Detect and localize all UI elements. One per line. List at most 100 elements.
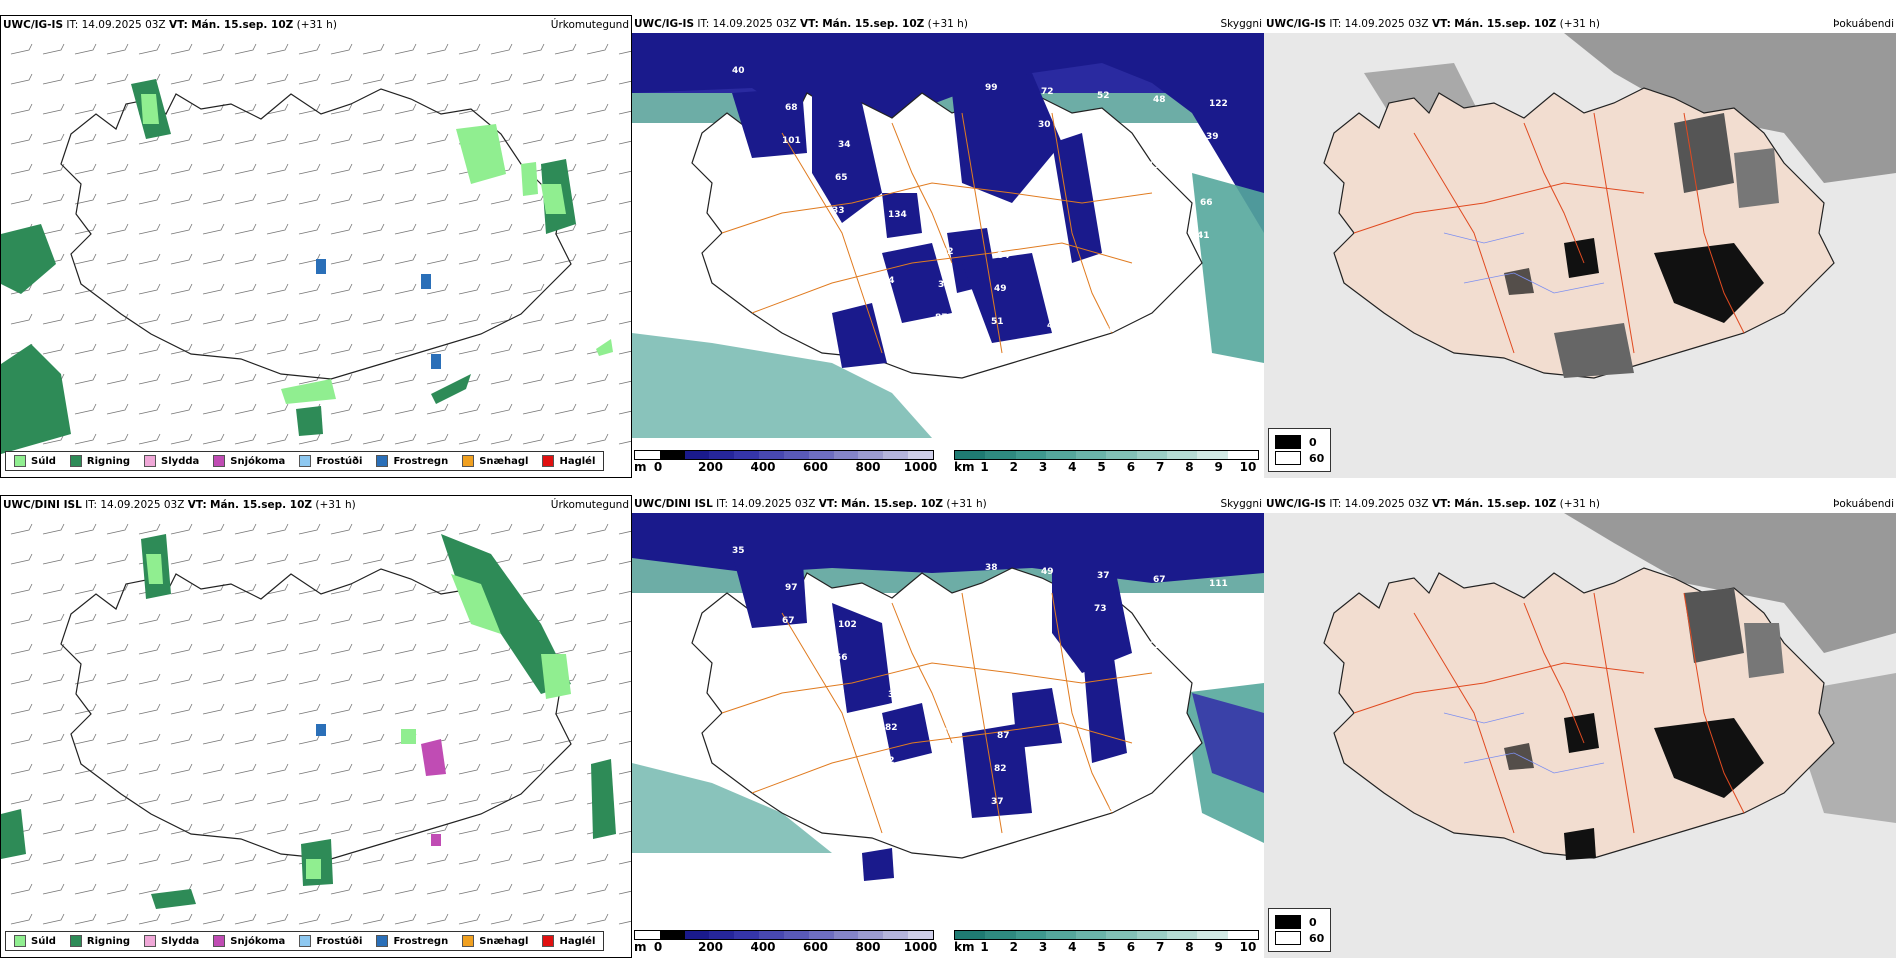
wind-barb (362, 583, 385, 595)
wind-barb (42, 733, 65, 745)
wind-barb (362, 313, 385, 325)
wind-barb (394, 853, 417, 865)
wind-barb (586, 523, 609, 535)
wind-barb (10, 763, 33, 775)
wind-barb (298, 703, 321, 715)
legend-item: Snjókoma (213, 455, 285, 467)
wind-barb (426, 823, 449, 835)
wind-barb (234, 283, 257, 295)
wind-barb (42, 913, 65, 925)
cloud-map[interactable]: 40 68 34 42 54 84 80 80 55 122 101 65 134 92 49 42 42 48 3… (632, 33, 1264, 438)
cloud-base-label: 82 (885, 723, 898, 733)
wind-barb (394, 703, 417, 715)
wind-barb (202, 343, 225, 355)
wind-barb (458, 763, 481, 775)
cloud-base-label: 33 (832, 206, 845, 216)
legend-item: Slydda (144, 935, 199, 947)
colorbar-bin (985, 451, 1016, 459)
wind-barb (522, 133, 545, 145)
legend-swatch (542, 935, 555, 947)
wind-barb (490, 913, 513, 925)
wind-barb (426, 73, 449, 85)
wind-barb (170, 73, 193, 85)
cloud-base-label: 67 (782, 616, 795, 626)
cloud-base-label: 54 (882, 276, 895, 286)
wind-barb (458, 73, 481, 85)
wind-barb (490, 403, 513, 415)
precip-map[interactable] (1, 514, 632, 958)
cloud-base-label: 82 (994, 764, 1007, 774)
wind-barb (394, 163, 417, 175)
wind-barb (10, 883, 33, 895)
wind-barb (554, 73, 577, 85)
cloud-map[interactable]: 3597102721048764391221116756338682455067… (632, 513, 1264, 918)
wind-barb (586, 403, 609, 415)
wind-barb (298, 433, 321, 445)
wind-barb (522, 433, 545, 445)
wind-barb (202, 523, 225, 535)
cloud-base-label: 87 (935, 313, 948, 323)
wind-barb (490, 223, 513, 235)
wind-barb (618, 440, 631, 445)
wind-barb (458, 193, 481, 205)
cloud-base-label: 54 (944, 214, 957, 224)
legend-swatch (542, 455, 555, 467)
wind-barb (74, 883, 97, 895)
wind-barb (458, 643, 481, 655)
wind-barb (490, 313, 513, 325)
wind-barb (490, 763, 513, 775)
wind-barb (106, 193, 129, 205)
fog-legend-swatch (1275, 451, 1301, 465)
wind-barb (394, 283, 417, 295)
wind-barb (266, 823, 289, 835)
wind-barb (362, 373, 385, 385)
wind-barb (586, 913, 609, 925)
colorbar-bin (659, 451, 685, 459)
wind-barb (266, 283, 289, 295)
fog-legend-label: 60 (1309, 931, 1325, 945)
height-ticks: m 0 200 400 600 800 1000 (634, 460, 937, 474)
legend-swatch (14, 935, 26, 947)
wind-barb (394, 823, 417, 835)
cloud-base-label: 68 (785, 103, 798, 113)
legend-item: Súld (14, 935, 56, 947)
wind-barb (10, 853, 33, 865)
wind-barb (266, 193, 289, 205)
wind-barb (586, 133, 609, 145)
legend-item: Haglél (542, 455, 595, 467)
fog-map[interactable] (1264, 513, 1896, 958)
wind-barb (266, 343, 289, 355)
fog-map[interactable] (1264, 33, 1896, 478)
cloud-base-label: 52 (1200, 678, 1213, 688)
colorbar-bin (1167, 451, 1198, 459)
wind-barb (522, 853, 545, 865)
cloud-base-label: 75 (826, 272, 839, 282)
wind-barb (74, 403, 97, 415)
colorbar-tick: 0 (653, 940, 663, 954)
wind-barb (234, 583, 257, 595)
wind-barb (394, 313, 417, 325)
wind-barb (618, 890, 631, 895)
colorbar-tick: 10 (1239, 460, 1257, 474)
colorbar-unit: km (954, 460, 975, 474)
precip-map[interactable] (1, 34, 632, 478)
wind-barb (554, 223, 577, 235)
wind-barb (266, 853, 289, 865)
colorbar-tick: 4 (1068, 940, 1077, 954)
wind-barb (618, 530, 631, 535)
cloud-labels: 40 68 34 42 54 84 80 80 55 122 101 65 134 92 49 42 42 48 3… (732, 66, 1228, 372)
wind-barb (394, 133, 417, 145)
wind-barb (586, 43, 609, 55)
wind-barb (74, 133, 97, 145)
colorbar-bin (1015, 931, 1046, 939)
wind-barb (202, 193, 225, 205)
wind-barb (266, 883, 289, 895)
colorbar-tick: 5 (1097, 460, 1106, 474)
wind-barb (618, 170, 631, 175)
wind-barb (330, 103, 353, 115)
wind-barb (554, 583, 577, 595)
wind-barb (138, 343, 161, 355)
legend-label: Snæhagl (479, 455, 529, 467)
wind-barb (266, 313, 289, 325)
wind-barb (618, 320, 631, 325)
